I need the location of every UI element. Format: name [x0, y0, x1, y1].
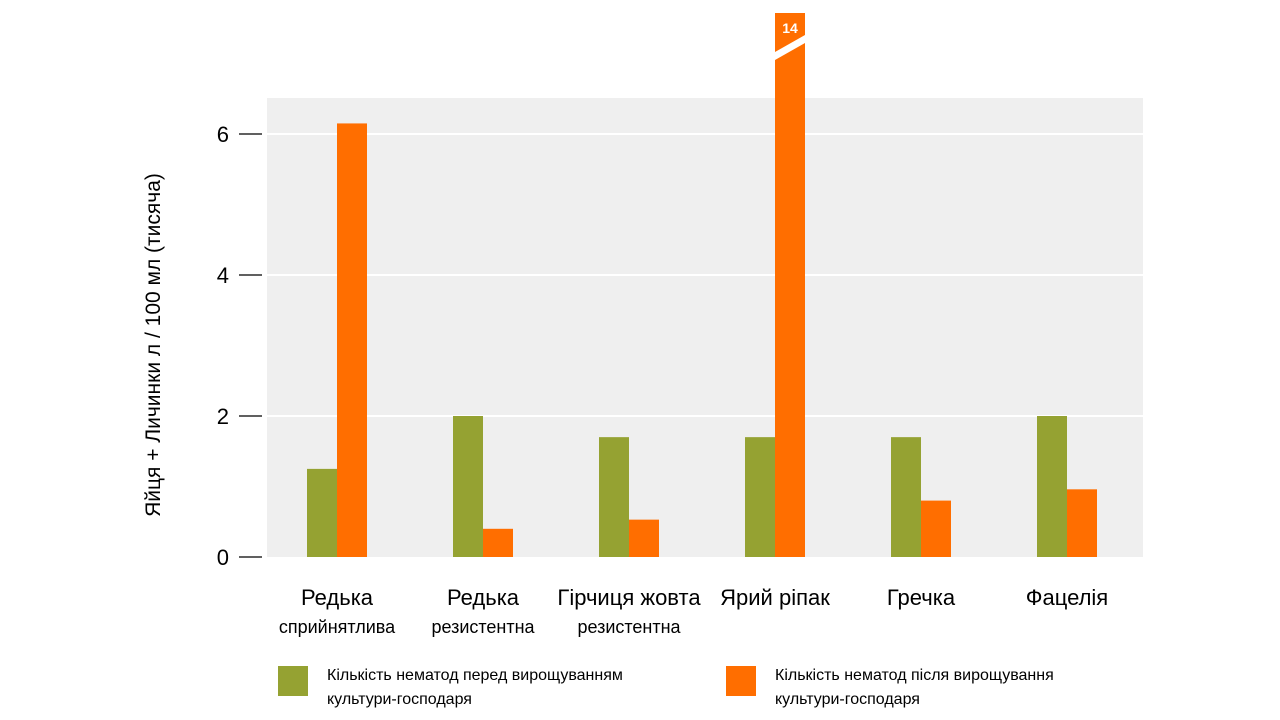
category-sublabel: резистентна — [431, 617, 535, 637]
bar-before — [599, 437, 629, 557]
category-label: Ярий ріпак — [720, 585, 830, 610]
bar-before — [745, 437, 775, 557]
legend-swatch — [278, 666, 308, 696]
bar-after — [775, 43, 805, 557]
legend-label-line2: культури-господаря — [327, 691, 472, 708]
y-tick-label: 4 — [217, 263, 229, 288]
category-sublabel: резистентна — [577, 617, 681, 637]
y-tick-label: 2 — [217, 404, 229, 429]
bar-break-label: 14 — [782, 20, 798, 36]
y-axis-title: Яйця + Личинки л / 100 мл (тисяча) — [142, 173, 165, 517]
bar-before — [453, 416, 483, 557]
bar-after — [629, 519, 659, 557]
legend-label-line2: культури-господаря — [775, 691, 920, 708]
legend-label: Кількість нематод перед вирощуванням — [327, 667, 623, 684]
bar-after — [921, 500, 951, 557]
category-sublabel: сприйнятлива — [279, 617, 396, 637]
bar-after — [337, 123, 367, 558]
legend-swatch — [726, 666, 756, 696]
bar-after-top — [775, 13, 805, 52]
category-label: Гречка — [887, 585, 956, 610]
bar-before — [307, 468, 337, 557]
y-tick-label: 0 — [217, 545, 229, 570]
plot-area — [267, 98, 1143, 557]
bar-after — [1067, 489, 1097, 557]
bar-before — [891, 437, 921, 557]
bar-after — [483, 528, 513, 557]
category-label: Редька — [301, 585, 374, 610]
y-tick-label: 6 — [217, 122, 229, 147]
category-label: Гірчиця жовта — [557, 585, 701, 610]
bar-before — [1037, 416, 1067, 557]
category-label: Редька — [447, 585, 520, 610]
legend-label: Кількість нематод після вирощування — [775, 667, 1054, 684]
category-label: Фацелія — [1026, 585, 1108, 610]
